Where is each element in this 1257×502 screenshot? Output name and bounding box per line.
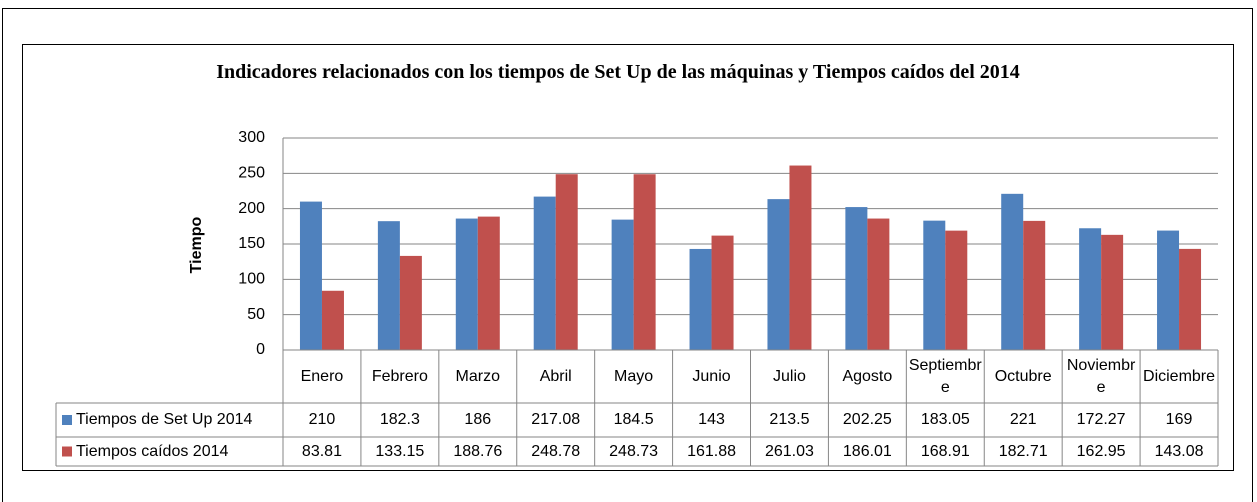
category-label: Febrero [371, 367, 428, 385]
category-label: Noviembre [1066, 356, 1136, 396]
table-value: 186.01 [842, 442, 892, 460]
y-axis-label: Tiempo [188, 216, 205, 273]
outer-frame [2, 8, 1253, 502]
bar [555, 174, 578, 350]
bar [455, 218, 478, 350]
y-tick-label: 250 [238, 165, 265, 182]
bar [299, 201, 322, 350]
bar [1023, 220, 1046, 350]
bar [689, 248, 712, 350]
table-value: 168.91 [920, 442, 970, 460]
bar [1179, 248, 1202, 350]
bar [923, 220, 946, 350]
table-value: 184.5 [613, 411, 654, 428]
table-value: 210 [308, 411, 336, 428]
bar [1157, 230, 1180, 350]
table-value: 213.5 [769, 411, 810, 428]
table-value: 188.76 [453, 442, 503, 460]
table-value: 221 [1009, 411, 1037, 428]
y-tick-label: 150 [238, 235, 265, 252]
table-value: 143.08 [1154, 442, 1204, 460]
category-label: Agosto [842, 367, 893, 385]
table-value: 202.25 [842, 411, 892, 428]
table-value: 186 [464, 411, 492, 428]
legend-label: Tiempos de Set Up 2014 [76, 411, 253, 428]
table-value: 169 [1165, 411, 1193, 428]
y-tick-label: 100 [238, 271, 265, 288]
bar [611, 219, 634, 350]
table-value: 162.95 [1076, 442, 1126, 460]
table-value: 248.78 [531, 442, 581, 460]
legend-key [62, 415, 72, 425]
category-label: Septiembre [908, 356, 982, 396]
bar [1001, 193, 1024, 350]
table-value: 161.88 [687, 442, 736, 460]
chart-frame [22, 44, 1234, 471]
table-value: 143 [698, 411, 725, 428]
bar [1079, 228, 1102, 350]
table-value: 183.05 [920, 411, 970, 428]
table-value: 133.15 [375, 442, 425, 460]
category-label: Octubre [994, 367, 1052, 385]
bar [533, 196, 556, 350]
bar [633, 174, 656, 350]
category-label: Abril [539, 367, 572, 385]
bar [711, 235, 734, 350]
table-value: 83.81 [301, 442, 342, 460]
table-value: 217.08 [531, 411, 581, 428]
legend-key [62, 446, 72, 457]
bar [767, 199, 790, 350]
y-tick-label: 50 [247, 306, 265, 323]
category-label: Julio [773, 367, 806, 385]
bar [1101, 234, 1124, 350]
category-label: Junio [692, 367, 731, 385]
y-tick-label: 0 [256, 341, 265, 358]
category-label: Enero [300, 367, 344, 385]
bar [377, 221, 400, 350]
y-tick-label: 200 [238, 200, 265, 217]
chart-title: Indicadores relacionados con los tiempos… [216, 61, 1020, 83]
legend-label: Tiempos caídos 2014 [76, 442, 229, 460]
table-value: 182.3 [379, 411, 420, 428]
table-value: 172.27 [1076, 411, 1126, 428]
bar [867, 218, 890, 350]
category-label: Diciembre [1143, 367, 1216, 385]
bar [845, 207, 868, 350]
y-tick-label: 300 [238, 129, 265, 146]
category-label: Marzo [455, 367, 500, 385]
bar [945, 230, 968, 350]
bar [399, 255, 422, 350]
table-value: 182.71 [998, 442, 1048, 460]
bar [789, 165, 812, 350]
bar [321, 290, 344, 350]
table-value: 261.03 [764, 442, 814, 460]
bar [477, 216, 500, 350]
table-value: 248.73 [609, 442, 659, 460]
category-label: Mayo [614, 367, 654, 385]
